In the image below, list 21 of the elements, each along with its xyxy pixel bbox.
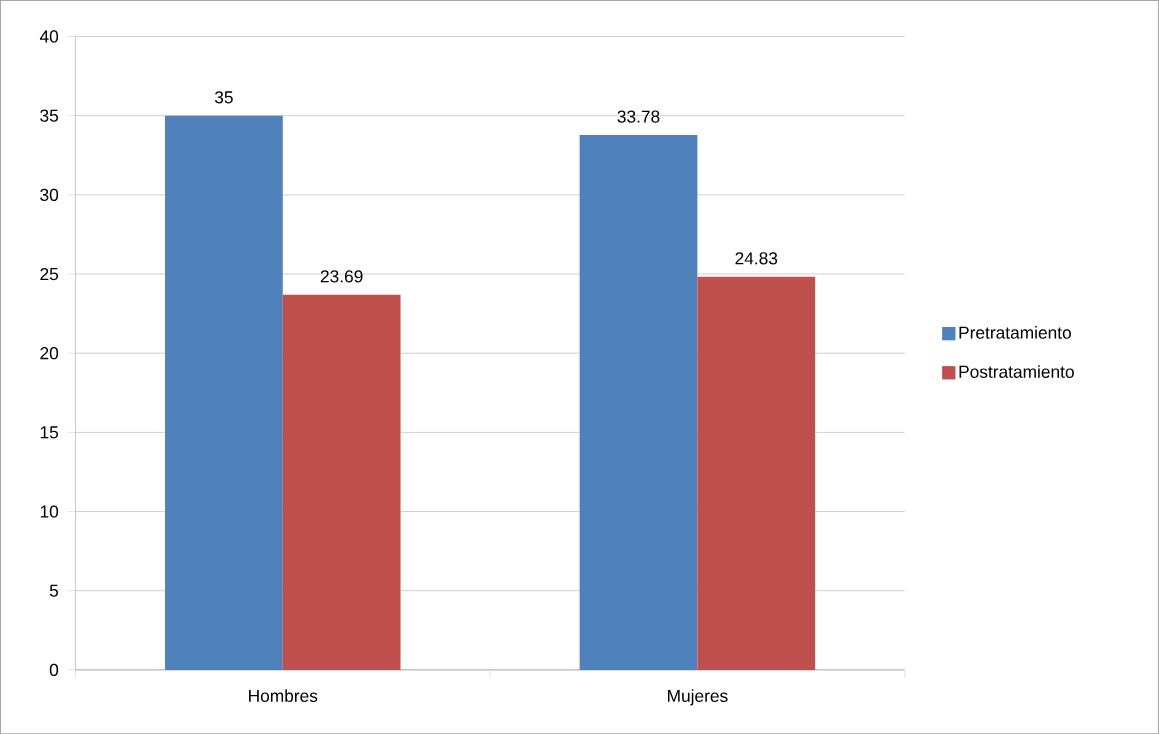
- y-tick-label: 25: [40, 267, 59, 280]
- data-label: 23.69: [320, 270, 363, 283]
- y-tick-label: 10: [40, 505, 59, 518]
- data-label: 35: [214, 90, 233, 104]
- legend-label: Pretratamiento: [959, 325, 1071, 339]
- y-tick-label: 5: [49, 584, 59, 597]
- bar: [697, 276, 816, 670]
- bar: [165, 115, 283, 670]
- y-tick-label: 15: [40, 426, 59, 439]
- y-tick-label: 20: [40, 346, 59, 360]
- data-label: 33.78: [617, 110, 660, 123]
- bar: [282, 294, 401, 670]
- y-tick-label: 35: [40, 109, 59, 122]
- x-tick-label: Hombres: [249, 689, 318, 702]
- y-tick-label: 0: [49, 663, 59, 676]
- data-label: 24.83: [735, 252, 778, 265]
- y-tick-label: 30: [40, 188, 59, 201]
- x-tick-label: Mujeres: [668, 689, 728, 706]
- bar: [579, 134, 698, 670]
- legend-label: Postratamiento: [959, 364, 1074, 378]
- y-tick-label: 40: [39, 30, 59, 43]
